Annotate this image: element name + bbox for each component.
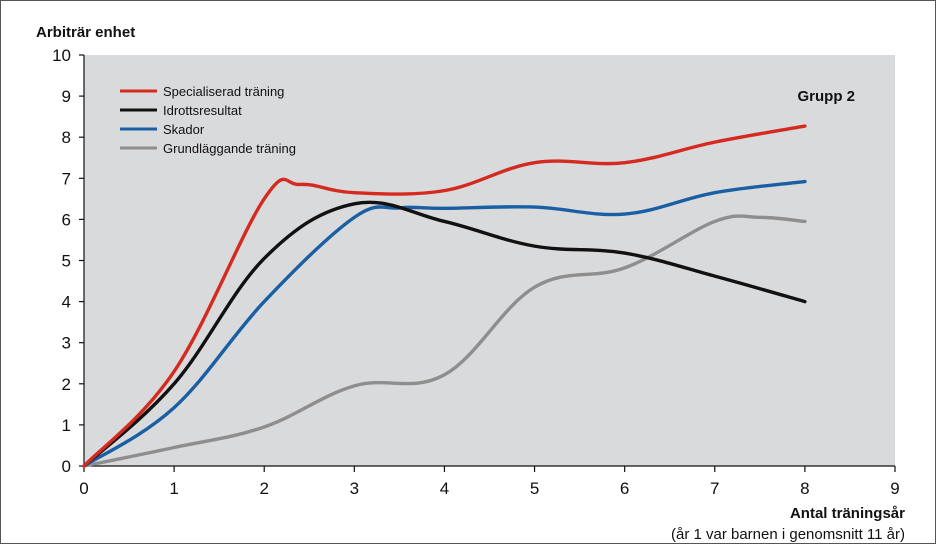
x-tick-label: 3 bbox=[350, 479, 359, 498]
y-tick-label: 1 bbox=[62, 416, 71, 435]
group-annotation: Grupp 2 bbox=[797, 88, 855, 105]
x-tick-label: 5 bbox=[530, 479, 539, 498]
y-tick-label: 4 bbox=[62, 293, 71, 312]
x-tick-label: 0 bbox=[79, 479, 88, 498]
legend: Specialiserad träning Idrottsresultat Skad… bbox=[120, 84, 296, 156]
plot-area bbox=[84, 55, 895, 466]
series-lines bbox=[82, 124, 807, 468]
x-tick-label: 4 bbox=[440, 479, 449, 498]
y-tick-label: 5 bbox=[62, 252, 71, 271]
series-line-4 bbox=[82, 214, 807, 468]
y-tick-label: 9 bbox=[62, 87, 71, 106]
x-axis-title: Antal träningsår bbox=[790, 505, 905, 522]
legend-label: Specialiserad träning bbox=[163, 84, 284, 99]
legend-label: Idrottsresultat bbox=[163, 103, 242, 118]
x-axis: 0 1 2 3 4 5 6 7 8 9 bbox=[79, 465, 900, 498]
y-tick-label: 3 bbox=[62, 334, 71, 353]
series-line-1 bbox=[82, 124, 807, 468]
series-line-2 bbox=[82, 200, 807, 468]
y-tick-label: 0 bbox=[62, 457, 71, 476]
legend-label: Grundläggande träning bbox=[163, 141, 296, 156]
y-tick-label: 10 bbox=[52, 46, 71, 65]
x-tick-label: 2 bbox=[259, 479, 268, 498]
y-axis-title: Arbiträr enhet bbox=[36, 24, 135, 41]
x-tick-label: 8 bbox=[800, 479, 809, 498]
y-tick-label: 8 bbox=[62, 128, 71, 147]
y-tick-label: 6 bbox=[62, 210, 71, 229]
legend-label: Skador bbox=[163, 122, 205, 137]
y-tick-label: 7 bbox=[62, 169, 71, 188]
y-axis: 0 1 2 3 4 5 6 7 8 9 10 bbox=[52, 46, 85, 476]
series-line-3 bbox=[82, 179, 807, 468]
x-tick-label: 7 bbox=[710, 479, 719, 498]
x-tick-label: 9 bbox=[890, 479, 899, 498]
x-tick-label: 1 bbox=[169, 479, 178, 498]
y-tick-label: 2 bbox=[62, 375, 71, 394]
x-axis-note: (år 1 var barnen i genomsnitt 11 år) bbox=[671, 526, 905, 543]
x-tick-label: 6 bbox=[620, 479, 629, 498]
